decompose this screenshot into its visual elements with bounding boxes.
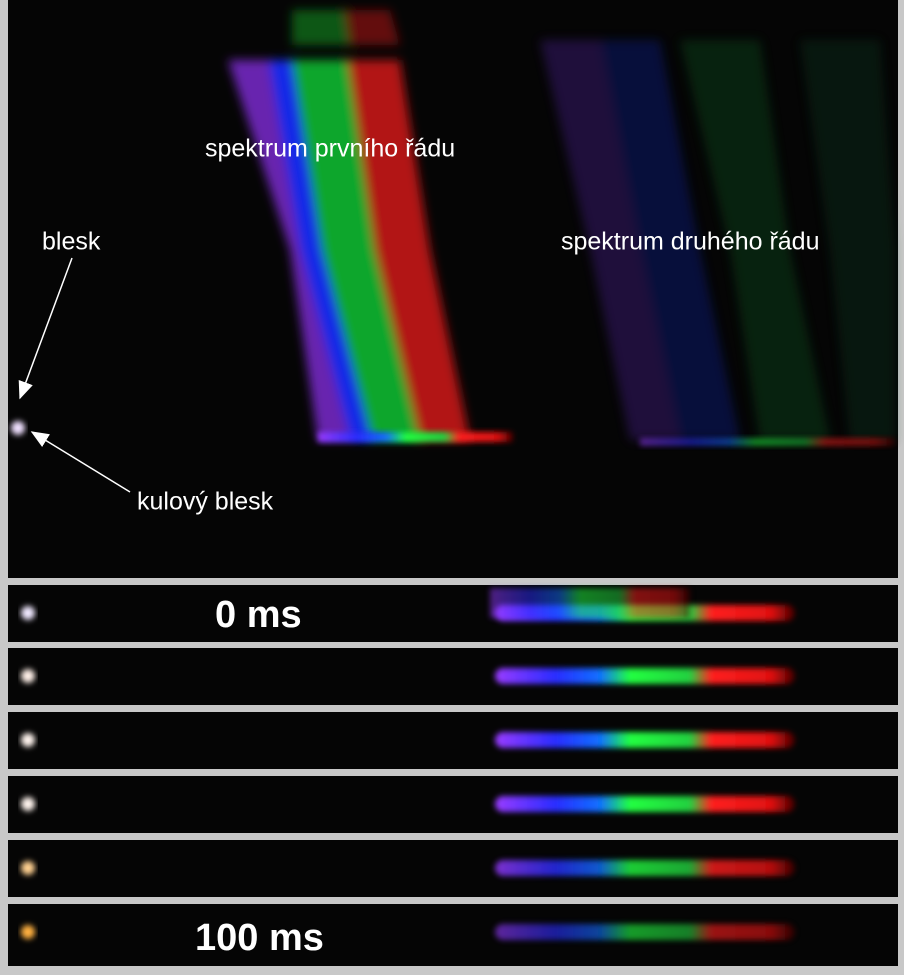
spectrum-line	[495, 860, 795, 876]
flash-dot	[21, 669, 35, 683]
label: spektrum druhého řádu	[561, 228, 819, 256]
flash-dot	[21, 733, 35, 747]
spectrum-line	[495, 924, 795, 940]
label: kulový blesk	[137, 488, 274, 516]
first-order-spectrum	[228, 10, 470, 440]
flash-dot	[21, 925, 35, 939]
time-strips	[8, 585, 898, 966]
arrow	[30, 431, 131, 493]
arrow	[18, 257, 73, 400]
spectrum-line	[495, 668, 795, 684]
spectrum-line	[495, 796, 795, 812]
second-order-spectrum	[540, 40, 895, 440]
flash-dot	[21, 797, 35, 811]
spectrum-line	[495, 732, 795, 748]
time-label: 100 ms	[195, 917, 324, 959]
label: blesk	[42, 228, 101, 256]
label: spektrum prvního řádu	[205, 135, 455, 163]
spectrum-tail	[490, 588, 690, 618]
flash-dot	[11, 421, 25, 435]
second-order-line	[640, 438, 895, 446]
flash-dot	[21, 606, 35, 620]
flash-dot	[21, 861, 35, 875]
first-order-line	[318, 432, 513, 442]
time-label: 0 ms	[215, 594, 302, 636]
